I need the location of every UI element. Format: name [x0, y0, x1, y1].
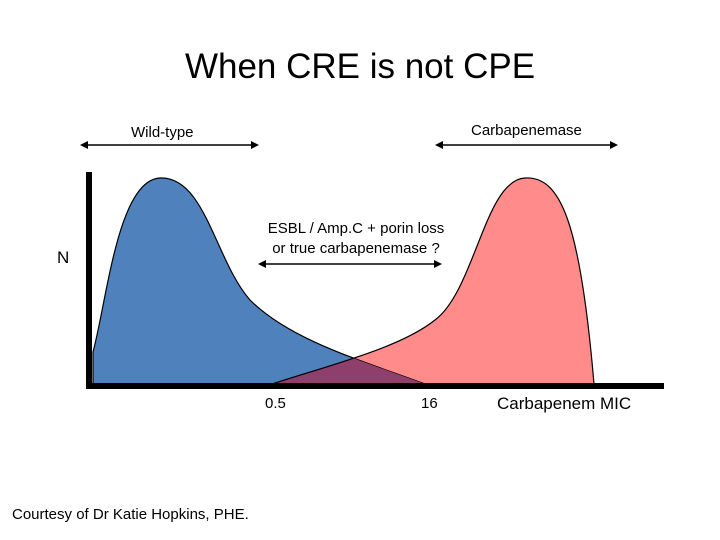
credit-text: Courtesy of Dr Katie Hopkins, PHE.	[12, 506, 249, 523]
tick-label: 16	[421, 395, 438, 412]
wild-type-range-arrow	[80, 141, 259, 149]
esbl-label-line1: ESBL / Amp.C + porin loss	[267, 220, 445, 237]
esbl-range-arrow	[258, 260, 442, 268]
carbapenemase-label: Carbapenemase	[471, 122, 582, 139]
y-axis-label: N	[57, 248, 70, 267]
carbapenemase-distribution	[271, 177, 595, 385]
esbl-label: ESBL / Amp.C + porin loss or true carbap…	[256, 219, 456, 259]
tick-label: 0.5	[265, 395, 286, 412]
x-axis-label: Carbapenem MIC	[497, 394, 632, 413]
wild-type-distribution	[92, 177, 426, 385]
wild-type-label: Wild-type	[131, 124, 194, 141]
esbl-label-line2: or true carbapenemase ?	[272, 240, 440, 257]
carbapenemase-range-arrow	[435, 141, 618, 149]
slide-title: When CRE is not CPE	[184, 47, 536, 86]
